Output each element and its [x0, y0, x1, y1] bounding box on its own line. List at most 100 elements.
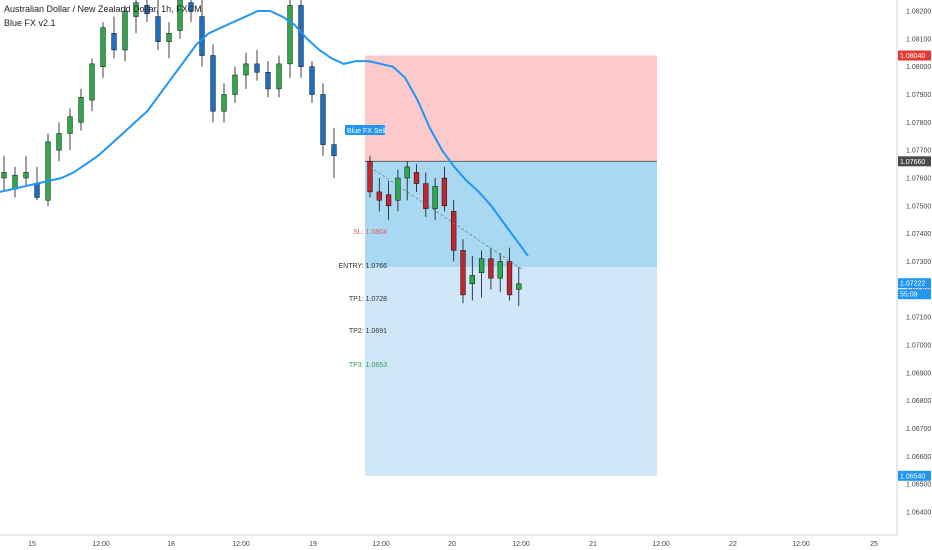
candle-body	[177, 0, 183, 31]
countdown-tag: 55:09	[900, 292, 918, 299]
countdown-tag-bg	[898, 289, 931, 300]
last-price-tag-bg	[898, 278, 931, 289]
price-axis: 1.08200 1.08100 1.08000 1.07900 1.07800 1.077…	[896, 0, 931, 535]
signal-label-box	[345, 125, 385, 135]
candle-body	[67, 116, 73, 134]
candle-body	[56, 133, 62, 151]
price-tick-label: 1.06900	[906, 370, 931, 377]
tp2-label: TP2: 1.0691	[349, 328, 387, 335]
candle-body	[298, 5, 304, 67]
indicator-name: Blue FX v2.1	[4, 18, 56, 28]
candle-body	[144, 5, 150, 15]
target-zone	[365, 161, 657, 268]
candle-body	[221, 94, 227, 112]
candle-body	[516, 283, 522, 290]
candle-body	[287, 5, 293, 65]
candle-body	[89, 63, 95, 101]
candle-body	[166, 33, 172, 42]
candle-body	[460, 250, 466, 296]
candle-body	[133, 2, 139, 17]
candle-body	[23, 172, 29, 179]
time-tick-label: 12:00	[372, 541, 390, 548]
signal-label: Blue FX Sell	[347, 128, 386, 135]
candle-body	[78, 97, 84, 123]
time-tick-label: 15	[28, 541, 36, 548]
candle-body	[423, 183, 429, 209]
candle-body	[155, 16, 161, 42]
candle-body	[395, 177, 401, 201]
symbol-title: Australian Dollar / New Zealand Dollar, …	[4, 4, 202, 14]
price-tick-label: 1.08000	[906, 64, 931, 71]
candle-body	[12, 174, 18, 190]
candle-body	[1, 172, 7, 179]
candle-body	[199, 16, 205, 56]
candle-body	[478, 258, 485, 273]
ema-line-group	[0, 10, 529, 271]
candle-body	[276, 63, 282, 90]
trend-dashed-line	[369, 166, 524, 271]
candle-body	[100, 27, 106, 67]
price-tick-label: 1.07500	[906, 203, 931, 210]
entry-price-tag: 1.07660	[900, 159, 925, 166]
candle-body	[188, 2, 194, 12]
candle-body	[45, 141, 51, 201]
time-tick-label: 12:00	[652, 541, 670, 548]
trade-annotations: Blue FX Sell SL: 1.0804 ENTRY: 1.0766 TP1: …	[338, 125, 387, 369]
time-tick-label: 12:00	[92, 541, 110, 548]
candle-body	[385, 194, 392, 207]
time-tick-label: 12:00	[792, 541, 810, 548]
candle-body	[331, 144, 337, 156]
extended-target-zone	[365, 267, 657, 476]
candle-body	[254, 63, 260, 73]
position-zones	[365, 55, 657, 476]
sl-price-tag-bg	[898, 50, 931, 61]
candle-body	[441, 177, 448, 207]
candle-body	[34, 183, 40, 198]
candle-body	[232, 74, 238, 95]
candles-group	[1, 0, 522, 307]
price-tick-label: 1.07700	[906, 148, 931, 155]
candle-body	[367, 161, 373, 193]
last-price-tag: 1.07222	[900, 281, 925, 288]
price-tick-label: 1.07300	[906, 259, 931, 266]
candle-body	[122, 10, 128, 51]
time-tick-label: 12:00	[232, 541, 250, 548]
time-tick-label: 22	[729, 541, 737, 548]
entry-price-tag-bg	[898, 156, 931, 167]
entry-label: ENTRY: 1.0766	[338, 263, 387, 270]
candle-body	[497, 261, 503, 279]
stop-loss-zone	[365, 55, 657, 162]
candle-body	[210, 55, 216, 112]
time-tick-label: 12:00	[512, 541, 530, 548]
price-tick-label: 1.06700	[906, 426, 931, 433]
candle-body	[506, 261, 513, 296]
time-tick-label: 25	[870, 541, 878, 548]
candle-body	[111, 33, 117, 51]
candle-body	[432, 186, 438, 209]
price-tick-label: 1.06500	[906, 482, 931, 489]
candle-body	[488, 258, 494, 279]
candle-body	[404, 166, 410, 179]
tp3-price-tag: 1.06540	[900, 473, 925, 480]
candle-body	[309, 66, 315, 95]
price-tick-label: 1.08100	[906, 36, 931, 43]
time-tick-label: 21	[589, 541, 597, 548]
candle-body	[320, 94, 326, 145]
time-tick-label: 20	[448, 541, 456, 548]
price-tick-label: 1.07400	[906, 231, 931, 238]
sl-label: SL: 1.0804	[353, 229, 387, 236]
time-axis: 15 12:00 18 12:00 19 12:00 20 12:00 21 12:00 22 12:…	[0, 534, 897, 548]
price-tick-label: 1.07000	[906, 343, 931, 350]
price-tick-label: 1.06400	[906, 510, 931, 517]
sl-price-tag: 1.08040	[900, 53, 925, 60]
tp1-label: TP1: 1.0728	[349, 296, 387, 303]
candle-body	[243, 63, 249, 76]
price-tick-label: 1.07800	[906, 120, 931, 127]
time-tick-label: 18	[167, 541, 175, 548]
tp3-label: TP3: 1.0653	[349, 362, 387, 369]
candle-body	[451, 211, 457, 251]
candle-body	[413, 172, 420, 184]
price-tick-label: 1.07600	[906, 176, 931, 183]
time-tick-label: 19	[309, 541, 317, 548]
